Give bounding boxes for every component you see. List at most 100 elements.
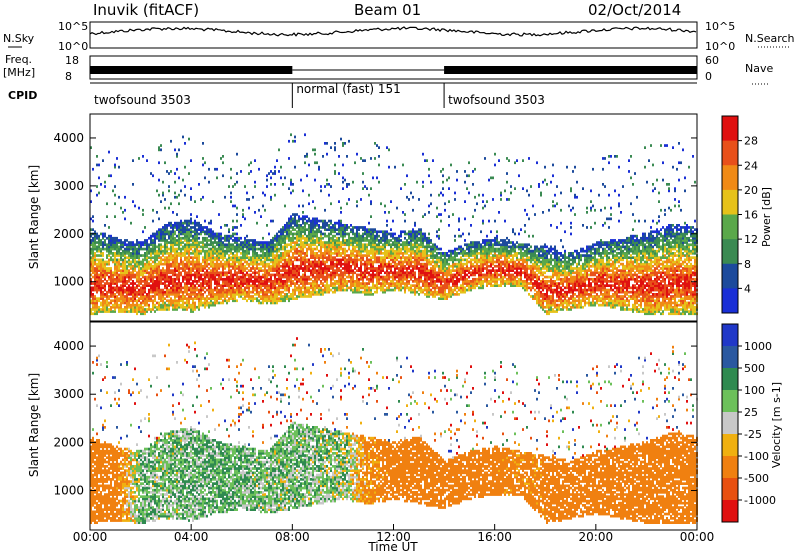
- echo-cell: [162, 267, 164, 270]
- echo-cell: [414, 222, 416, 225]
- echo-cell: [330, 146, 332, 149]
- echo-cell: [290, 192, 292, 195]
- echo-cell: [94, 295, 96, 298]
- echo-cell: [106, 291, 108, 294]
- echo-cell: [164, 297, 166, 300]
- echo-cell: [284, 293, 286, 296]
- echo-cell: [348, 287, 350, 290]
- echo-cell: [214, 287, 216, 290]
- echo-cell: [152, 239, 154, 242]
- echo-cell: [342, 224, 344, 227]
- echo-cell: [338, 155, 340, 158]
- echo-cell: [280, 274, 282, 277]
- echo-cell: [130, 261, 132, 264]
- echo-cell: [364, 226, 366, 229]
- echo-cell: [162, 192, 164, 195]
- echo-cell: [412, 243, 414, 246]
- echo-cell: [334, 146, 336, 149]
- echo-cell: [216, 278, 218, 281]
- echo-cell: [176, 196, 178, 199]
- echo-cell: [256, 241, 258, 244]
- echo-cell: [96, 254, 98, 257]
- date-title: 02/Oct/2014: [588, 1, 681, 19]
- echo-cell: [324, 142, 326, 145]
- echo-cell: [244, 237, 246, 240]
- echo-cell: [98, 235, 100, 238]
- echo-cell: [112, 252, 114, 255]
- echo-cell: [244, 218, 246, 221]
- echo-cell: [174, 230, 176, 233]
- echo-cell: [236, 271, 238, 274]
- echo-cell: [332, 235, 334, 238]
- echo-cell: [280, 252, 282, 255]
- echo-cell: [174, 222, 176, 225]
- echo-cell: [264, 291, 266, 294]
- echo-cell: [412, 196, 414, 199]
- echo-cell: [184, 166, 186, 169]
- echo-cell: [296, 256, 298, 259]
- echo-cell: [376, 177, 378, 180]
- echo-cell: [156, 246, 158, 249]
- echo-cell: [220, 284, 222, 287]
- echo-cell: [182, 179, 184, 182]
- echo-cell: [322, 233, 324, 236]
- echo-cell: [290, 179, 292, 182]
- echo-cell: [208, 228, 210, 231]
- echo-cell: [202, 265, 204, 268]
- echo-cell: [168, 241, 170, 244]
- echo-cell: [208, 263, 210, 266]
- echo-cell: [392, 271, 394, 274]
- echo-cell: [124, 306, 126, 309]
- echo-cell: [362, 181, 364, 184]
- echo-cell: [184, 185, 186, 188]
- echo-cell: [328, 224, 330, 227]
- echo-cell: [230, 177, 232, 180]
- echo-cell: [108, 276, 110, 279]
- echo-cell: [174, 248, 176, 251]
- echo-cell: [148, 261, 150, 264]
- echo-cell: [354, 254, 356, 257]
- echo-cell: [98, 254, 100, 257]
- echo-cell: [254, 159, 256, 162]
- echo-cell: [272, 274, 274, 277]
- echo-cell: [390, 243, 392, 246]
- echo-cell: [354, 161, 356, 164]
- echo-cell: [192, 297, 194, 300]
- echo-cell: [368, 287, 370, 290]
- echo-cell: [244, 274, 246, 277]
- echo-cell: [348, 254, 350, 257]
- echo-cell: [148, 289, 150, 292]
- echo-cell: [108, 282, 110, 285]
- echo-cell: [216, 248, 218, 251]
- noise-sky-trace: [90, 27, 696, 36]
- echo-cell: [250, 243, 252, 246]
- echo-cell: [286, 269, 288, 272]
- echo-cell: [196, 293, 198, 296]
- echo-cell: [334, 280, 336, 283]
- echo-cell: [192, 230, 194, 233]
- echo-cell: [240, 237, 242, 240]
- echo-cell: [232, 239, 234, 242]
- echo-cell: [410, 230, 412, 233]
- echo-cell: [374, 291, 376, 294]
- echo-cell: [118, 297, 120, 300]
- echo-cell: [322, 282, 324, 285]
- echo-cell: [260, 295, 262, 298]
- echo-cell: [364, 282, 366, 285]
- echo-cell: [160, 149, 162, 152]
- echo-cell: [228, 235, 230, 238]
- echo-cell: [104, 248, 106, 251]
- echo-cell: [234, 205, 236, 208]
- echo-cell: [206, 250, 208, 253]
- echo-cell: [236, 213, 238, 216]
- echo-cell: [136, 291, 138, 294]
- echo-cell: [390, 233, 392, 236]
- echo-cell: [142, 209, 144, 212]
- echo-cell: [302, 256, 304, 259]
- echo-cell: [416, 278, 418, 281]
- echo-cell: [384, 271, 386, 274]
- echo-cell: [138, 157, 140, 160]
- echo-cell: [232, 205, 234, 208]
- echo-cell: [100, 183, 102, 186]
